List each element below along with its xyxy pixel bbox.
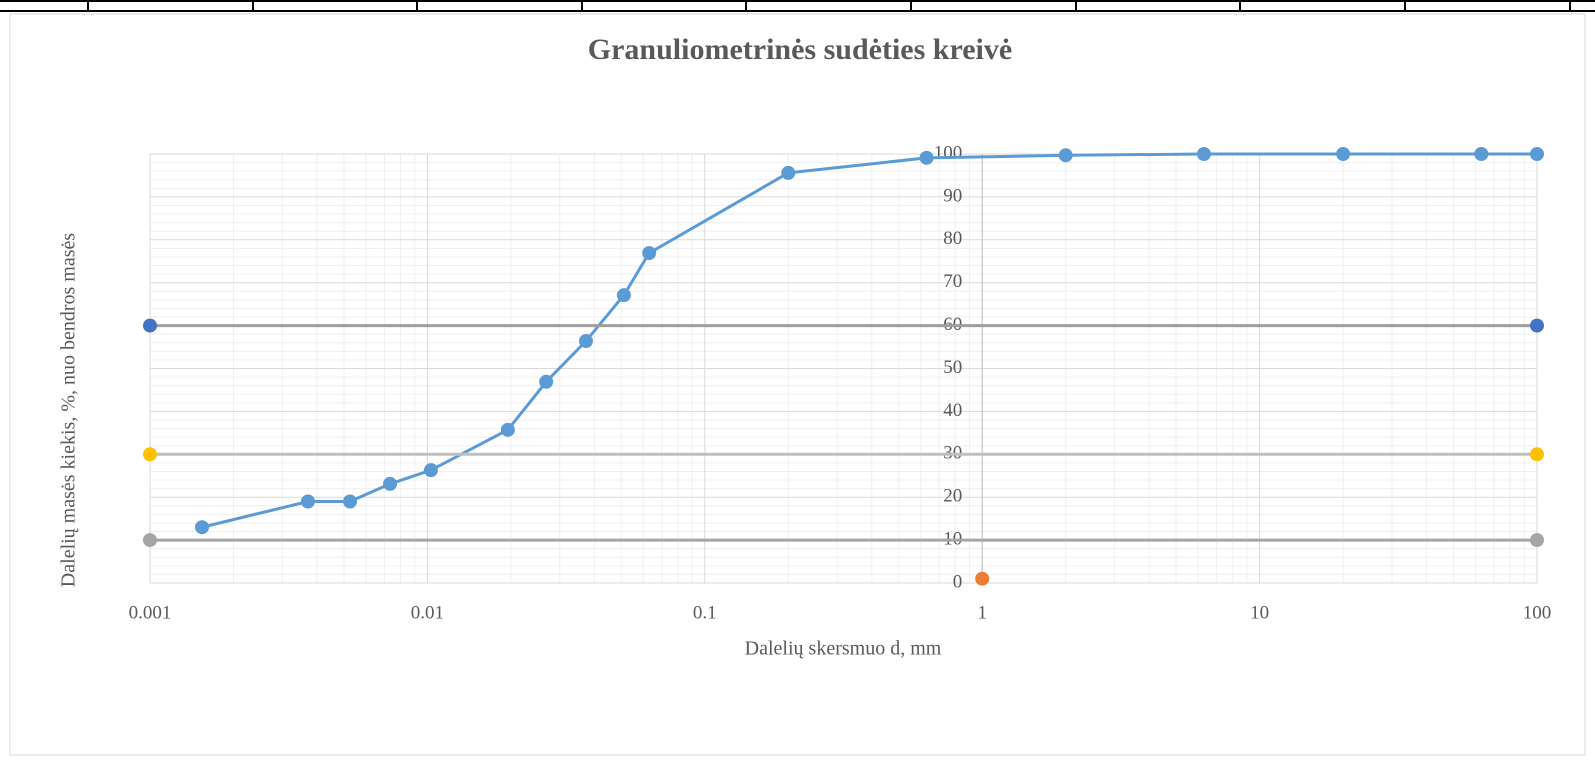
point — [1530, 533, 1544, 548]
y-tick-label: 90 — [943, 185, 962, 206]
x-tick-label: 100 — [1523, 602, 1552, 623]
chart-title: Granuliometrinės sudėties kreivė — [588, 33, 1012, 66]
point — [539, 374, 554, 389]
y-tick-label: 40 — [943, 400, 962, 421]
y-tick-label: 20 — [943, 486, 962, 507]
point — [382, 476, 397, 491]
point — [1336, 147, 1351, 161]
x-tick-label: 0.001 — [129, 602, 172, 623]
point — [1530, 447, 1544, 462]
x-tick-label: 0.1 — [693, 602, 717, 623]
y-axis-title: Dalelių masės kiekis, %, nuo bendros mas… — [58, 233, 80, 588]
point — [1474, 147, 1489, 161]
point — [195, 520, 210, 535]
point — [423, 463, 438, 478]
point — [616, 288, 631, 303]
point — [1058, 148, 1073, 163]
point — [781, 165, 796, 180]
point — [975, 571, 990, 586]
point — [500, 422, 515, 437]
x-tick-label: 10 — [1250, 602, 1269, 623]
y-tick-label: 80 — [943, 228, 962, 249]
y-tick-label: 50 — [943, 357, 962, 378]
sheet-border — [0, 0, 1595, 12]
chart-frame — [9, 13, 1586, 756]
point — [578, 334, 593, 349]
point — [1530, 318, 1544, 333]
point — [300, 494, 315, 509]
point — [143, 533, 157, 548]
point — [642, 246, 657, 261]
x-tick-label: 0.01 — [411, 602, 444, 623]
point — [343, 494, 358, 509]
point — [143, 318, 157, 333]
point — [1196, 147, 1211, 161]
y-tick-label: 70 — [943, 271, 962, 292]
point — [919, 150, 934, 165]
y-tick-label: 0 — [953, 571, 963, 592]
x-axis-title: Dalelių skersmuo d, mm — [745, 638, 942, 660]
y-tick-label: 100 — [934, 142, 963, 163]
point — [1530, 147, 1544, 161]
x-tick-label: 1 — [977, 602, 987, 623]
point — [143, 447, 157, 462]
